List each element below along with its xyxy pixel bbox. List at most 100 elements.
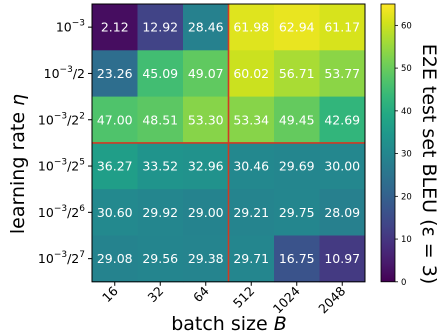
- y-tick-label: 10−3/26: [38, 204, 85, 220]
- cell-value-label: 30.60: [97, 205, 133, 220]
- heatmap-cell: [137, 142, 184, 190]
- heatmap-cell: [274, 4, 320, 51]
- heatmap-cell: [137, 189, 184, 236]
- heatmap-cells: [92, 4, 366, 283]
- cell-value-label: 29.00: [188, 205, 224, 220]
- heatmap-cell: [319, 96, 366, 144]
- cell-value-label: 29.56: [142, 251, 178, 266]
- cell-value-label: 12.92: [142, 20, 178, 35]
- heatmap-cell: [137, 235, 184, 283]
- cell-value-label: 2.12: [101, 20, 129, 35]
- cell-value-label: 28.46: [188, 20, 224, 35]
- cell-value-label: 29.69: [279, 159, 315, 174]
- heatmap-cell: [92, 189, 138, 236]
- colorbar-tick-label: 50: [401, 64, 412, 74]
- y-tick-label: 10−3/25: [38, 158, 85, 174]
- heatmap-cell: [92, 142, 138, 190]
- x-axis-ticks: 16 32 64 512 1024 2048: [99, 281, 348, 316]
- cell-value-label: 29.21: [233, 205, 269, 220]
- heatmap-cell: [137, 50, 184, 97]
- colorbar-tick-label: 60: [401, 21, 412, 31]
- cell-value-label: 29.75: [279, 205, 315, 220]
- heatmap-cell: [228, 4, 275, 51]
- heatmap-cell: [319, 142, 366, 190]
- colorbar-tick-label: 10: [401, 235, 412, 245]
- cell-value-label: 33.52: [142, 159, 178, 174]
- heatmap-value-labels: 2.12 12.92 28.46 61.98 62.94 61.17 23.26 45.09 4…: [97, 20, 360, 266]
- cell-value-label: 29.92: [142, 205, 178, 220]
- cell-value-label: 49.07: [188, 66, 224, 81]
- x-tick-label: 2048: [315, 283, 348, 316]
- cell-value-label: 29.71: [233, 251, 269, 266]
- colorbar-tick-label: 0: [401, 278, 406, 288]
- cell-value-label: 53.77: [324, 66, 360, 81]
- heatmap-cell: [274, 96, 320, 144]
- y-tick-label: 10−3/2: [44, 65, 85, 81]
- heatmap-cell: [319, 189, 366, 236]
- divider-lines: [92, 4, 365, 282]
- y-tick-label: 10−3: [56, 19, 85, 35]
- cell-value-label: 53.30: [188, 112, 224, 127]
- heatmap-cell: [228, 235, 275, 283]
- cell-value-label: 42.69: [324, 112, 360, 127]
- x-tick-label: 32: [145, 283, 167, 305]
- cell-value-label: 16.75: [279, 251, 315, 266]
- cell-value-label: 36.27: [97, 159, 133, 174]
- y-tick-label: 10−3/27: [38, 250, 85, 266]
- heatmap-cell: [319, 4, 366, 51]
- heatmap-cell: [137, 96, 184, 144]
- cell-value-label: 60.02: [233, 66, 269, 81]
- cell-value-label: 49.45: [279, 112, 315, 127]
- heatmap-cell: [228, 50, 275, 97]
- heatmap-cell: [92, 235, 138, 283]
- heatmap-cell: [274, 142, 320, 190]
- cell-value-label: 23.26: [97, 66, 133, 81]
- cell-value-label: 53.34: [233, 112, 269, 127]
- heatmap-cell: [228, 189, 275, 236]
- colorbar-ticks: 0 10 20 30 40 50 60: [395, 21, 412, 288]
- cell-value-label: 30.00: [324, 159, 360, 174]
- colorbar-tick-label: 20: [401, 192, 412, 202]
- cell-value-label: 61.17: [324, 20, 360, 35]
- y-axis-label: learning rate η: [7, 94, 29, 234]
- y-axis-ticks: 10−3 10−3/2 10−3/22 10−3/25 10−3/26 10−3/27: [38, 19, 92, 266]
- cell-value-label: 48.51: [142, 112, 178, 127]
- heatmap-cell: [92, 50, 138, 97]
- heatmap-cell: [92, 4, 138, 51]
- heatmap-cell: [228, 142, 275, 190]
- x-tick-label: 16: [99, 283, 121, 305]
- cell-value-label: 10.97: [324, 251, 360, 266]
- colorbar-tick-label: 30: [401, 150, 412, 160]
- heatmap-cell: [319, 235, 366, 283]
- cell-value-label: 47.00: [97, 112, 133, 127]
- heatmap-cell: [183, 142, 229, 190]
- heatmap-cell: [274, 189, 320, 236]
- heatmap-cell: [319, 50, 366, 97]
- heatmap-cell: [183, 96, 229, 144]
- heatmap-cell: [274, 50, 320, 97]
- heatmap-cell: [183, 4, 229, 51]
- cell-value-label: 62.94: [279, 20, 315, 35]
- cell-value-label: 28.09: [324, 205, 360, 220]
- cell-value-label: 56.71: [279, 66, 315, 81]
- heatmap-cell: [183, 235, 229, 283]
- heatmap-cell: [183, 189, 229, 236]
- cell-value-label: 29.08: [97, 251, 133, 266]
- cell-value-label: 30.46: [233, 159, 269, 174]
- colorbar-tick-label: 40: [401, 107, 412, 117]
- cell-value-label: 29.38: [188, 251, 224, 266]
- plot-frame: [91, 3, 366, 283]
- cell-value-label: 45.09: [142, 66, 178, 81]
- x-tick-label: 64: [190, 283, 212, 305]
- heatmap-cell: [183, 50, 229, 97]
- heatmap-cell: [228, 96, 275, 144]
- colorbar: [380, 3, 396, 283]
- heatmap-cell: [92, 96, 138, 144]
- cell-value-label: 32.96: [188, 159, 224, 174]
- heatmap-cell: [137, 4, 184, 51]
- y-tick-label: 10−3/22: [38, 111, 85, 127]
- cell-value-label: 61.98: [233, 20, 269, 35]
- x-axis-label: batch size B: [171, 313, 287, 335]
- colorbar-label: E2E test set BLEU (ε = 3): [418, 44, 440, 285]
